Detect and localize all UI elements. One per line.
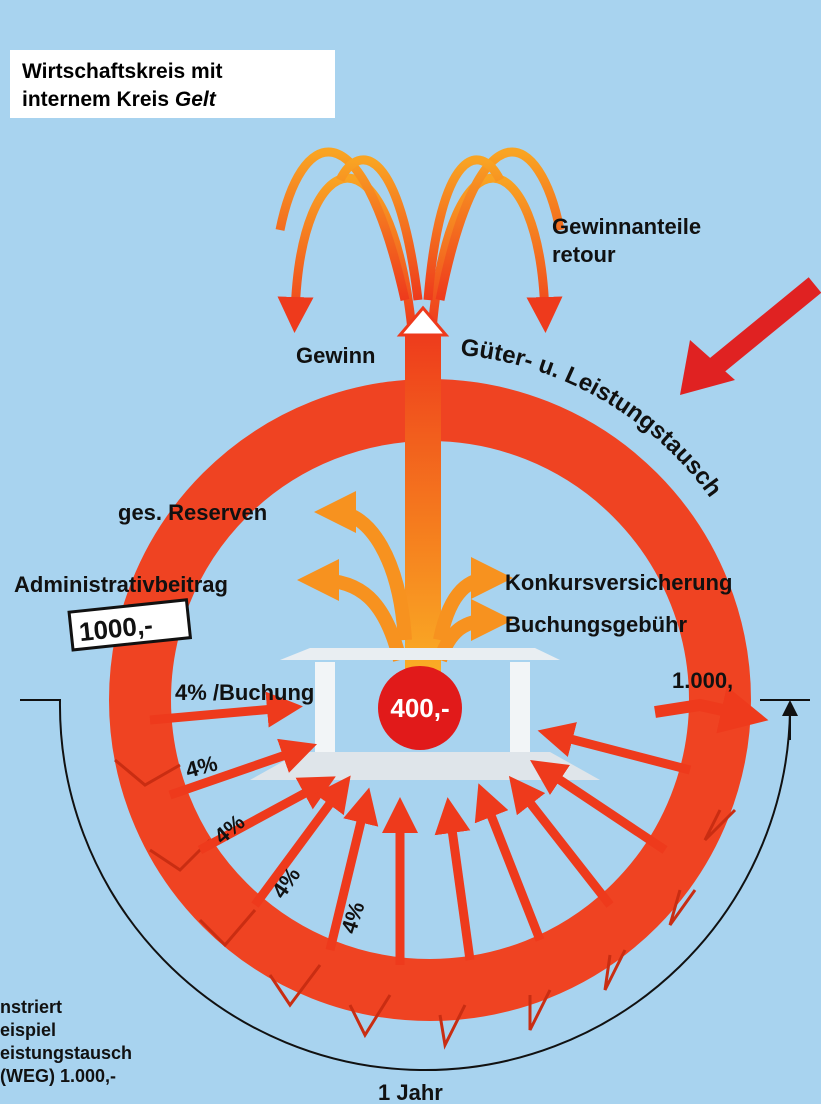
label: Administrativbeitrag: [14, 572, 228, 597]
pointer-arrow: [705, 285, 815, 375]
title-line: Wirtschaftskreis mit: [22, 60, 223, 83]
label: Gewinn: [296, 343, 375, 368]
diagram: Wirtschaftskreis mit internem Kreis Gelt: [0, 0, 821, 1104]
label: Konkursversicherung: [505, 570, 732, 595]
center-label: 400,-: [390, 693, 449, 723]
label: 1 Jahr: [378, 1080, 443, 1104]
label: ges. Reserven: [118, 500, 267, 525]
label: 1.000,: [672, 668, 733, 693]
label: retour: [552, 242, 616, 267]
caption-line: eispiel: [0, 1020, 56, 1040]
fountain: [280, 150, 560, 330]
label: Buchungsgebühr: [505, 612, 688, 637]
title-italic: Gelt: [175, 88, 217, 111]
label: 4%: [267, 862, 306, 902]
caption-line: (WEG) 1.000,-: [0, 1066, 116, 1086]
title-text: internem Kreis: [22, 88, 175, 111]
caption-line: nstriert: [0, 997, 62, 1017]
caption-line: eistungstausch: [0, 1043, 132, 1063]
title-line: internem Kreis Gelt: [22, 88, 217, 111]
label: Gewinnanteile: [552, 214, 701, 239]
page: Wirtschaftskreis mit internem Kreis Gelt: [0, 0, 821, 1104]
label: 4% /Buchung: [175, 680, 314, 705]
